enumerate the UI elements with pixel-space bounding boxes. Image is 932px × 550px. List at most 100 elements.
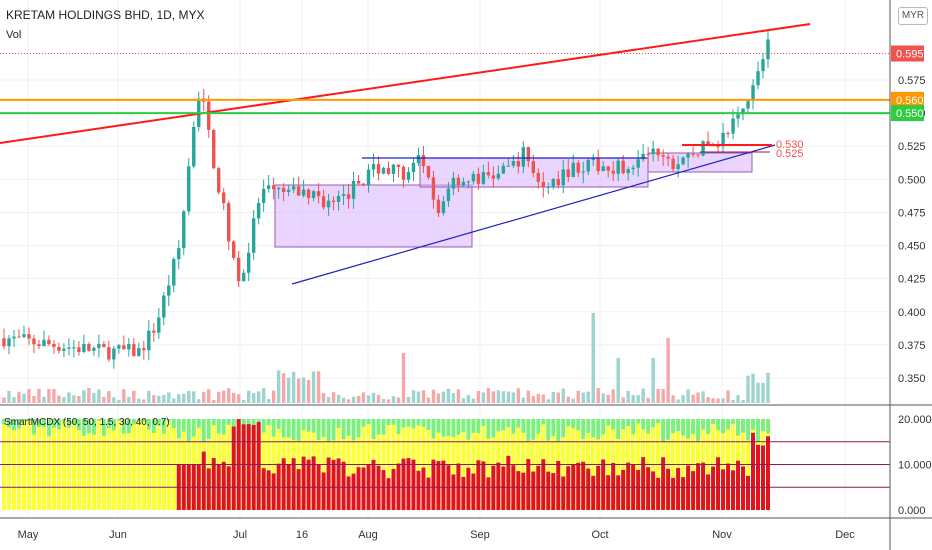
mcdx-bar-yellow: [136, 420, 141, 510]
mcdx-bar-yellow: [91, 434, 96, 510]
chart-title: KRETAM HOLDINGS BHD, 1D, MYX: [6, 8, 205, 22]
volume-bar: [27, 389, 31, 403]
volume-bar: [361, 392, 366, 403]
mcdx-bar-red: [591, 475, 596, 510]
mcdx-bar-yellow: [126, 433, 131, 510]
candle-body: [641, 153, 645, 160]
volume-bar: [601, 393, 605, 403]
x-tick-label: Jun: [109, 529, 127, 541]
volume-bar: [491, 391, 496, 403]
volume-bar: [187, 390, 191, 403]
candle-body: [516, 161, 521, 167]
candle-body: [217, 168, 221, 193]
candle-body: [686, 153, 690, 158]
volume-bar: [476, 390, 481, 403]
mcdx-bar-yellow: [86, 433, 91, 510]
volume-bar: [641, 388, 645, 403]
y-tick-label: 0.400: [898, 307, 926, 319]
candle-body: [631, 167, 635, 170]
candle-body: [406, 171, 411, 180]
candle-body: [431, 177, 436, 200]
x-tick-label: 16: [296, 529, 308, 541]
mcdx-bar-red: [611, 462, 616, 510]
volume-bar: [471, 398, 476, 403]
price-tag: [891, 45, 924, 62]
mcdx-bar-red: [391, 468, 396, 510]
volume-bar: [376, 394, 381, 403]
mcdx-bar-red: [616, 475, 621, 510]
volume-bar: [656, 388, 660, 403]
volume-bar: [406, 396, 411, 403]
mcdx-bar-yellow: [471, 432, 476, 510]
mcdx-bar-red: [271, 473, 276, 510]
volume-bar: [236, 394, 241, 403]
mcdx-bar-yellow: [451, 436, 456, 510]
candle-body: [561, 169, 565, 186]
candle-body: [72, 347, 76, 349]
candle-body: [601, 166, 605, 172]
volume-bar: [261, 388, 266, 403]
volume-bar: [82, 390, 86, 403]
volume-bar: [336, 394, 341, 403]
volume-bar: [241, 399, 246, 403]
volume-bar: [37, 388, 41, 403]
mcdx-bar-red: [506, 455, 511, 510]
volume-bar: [256, 391, 261, 403]
volume-bar: [531, 396, 536, 403]
mcdx-bar-red: [281, 458, 286, 510]
volume-bar: [147, 390, 151, 403]
mcdx-bar-red: [716, 457, 721, 510]
mcdx-bar-red: [581, 461, 586, 510]
currency-button[interactable]: MYR: [898, 7, 928, 25]
candle-body: [746, 101, 750, 109]
candle-body: [596, 158, 600, 172]
candle-body: [212, 129, 216, 169]
mcdx-bar-red: [586, 468, 591, 510]
candle-body: [187, 166, 191, 212]
volume-bar: [112, 397, 116, 403]
volume-bar: [671, 395, 675, 403]
mcdx-bar-red: [221, 461, 226, 510]
mcdx-bar-red: [486, 477, 491, 510]
volume-bar: [87, 388, 91, 403]
candle-body: [386, 168, 391, 174]
volume-bar: [516, 388, 521, 403]
volume-bar: [276, 370, 281, 403]
candle-body: [646, 153, 650, 155]
mcdx-bar-red: [576, 462, 581, 510]
price-tag-label: 0.560: [896, 95, 924, 107]
volume-bar: [222, 390, 226, 403]
volume-bar: [182, 393, 186, 403]
volume-bar: [251, 393, 256, 403]
mcdx-bar-yellow: [681, 435, 686, 510]
mcdx-bar-red: [436, 461, 441, 510]
candle-body: [521, 147, 526, 167]
candle-body: [411, 162, 416, 172]
mcdx-bar-red: [646, 467, 651, 510]
candle-body: [341, 194, 346, 196]
candle-body: [112, 348, 116, 360]
volume-bar: [127, 396, 131, 403]
candle-body: [396, 164, 401, 167]
volume-bar: [716, 398, 720, 403]
candle-body: [227, 203, 231, 242]
volume-bar: [591, 313, 595, 403]
candle-body: [676, 164, 680, 170]
mcdx-bar-red: [306, 459, 311, 510]
candle-body: [701, 141, 705, 156]
candle-body: [576, 162, 580, 173]
candle-body: [376, 164, 381, 174]
candle-body: [42, 339, 46, 347]
volume-label: Vol: [6, 29, 22, 41]
volume-bar: [137, 398, 141, 403]
candle-body: [62, 348, 66, 351]
volume-bar: [142, 399, 146, 403]
price-tag: [891, 105, 924, 122]
candle-body: [142, 348, 146, 351]
candle-body: [236, 257, 241, 282]
volume-bar: [511, 392, 516, 403]
mcdx-bar-red: [401, 458, 406, 510]
candle-body: [416, 155, 421, 163]
candle-body: [421, 155, 426, 166]
